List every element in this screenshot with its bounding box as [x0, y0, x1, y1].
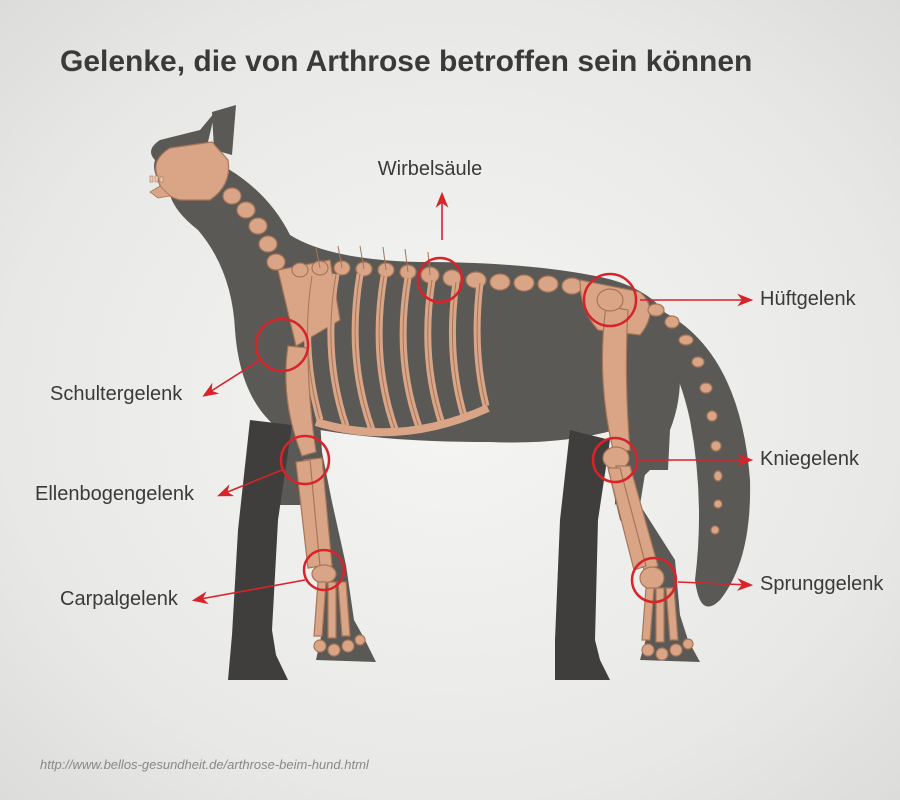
label-hueftgelenk: Hüftgelenk — [760, 288, 857, 310]
label-kniegelenk: Kniegelenk — [760, 448, 860, 470]
dog-skeleton-diagram: Wirbelsäule Hüftgelenk Kniegelenk Sprunggel… — [0, 0, 900, 800]
label-schultergelenk: Schultergelenk — [50, 383, 183, 405]
label-carpalgelenk: Carpalgelenk — [60, 588, 179, 610]
label-wirbelsaeule: Wirbelsäule — [378, 158, 482, 180]
source-url: http://www.bellos-gesundheit.de/arthrose… — [40, 757, 369, 772]
label-sprunggelenk: Sprunggelenk — [760, 573, 884, 595]
label-ellenbogengelenk: Ellenbogengelenk — [35, 483, 195, 505]
